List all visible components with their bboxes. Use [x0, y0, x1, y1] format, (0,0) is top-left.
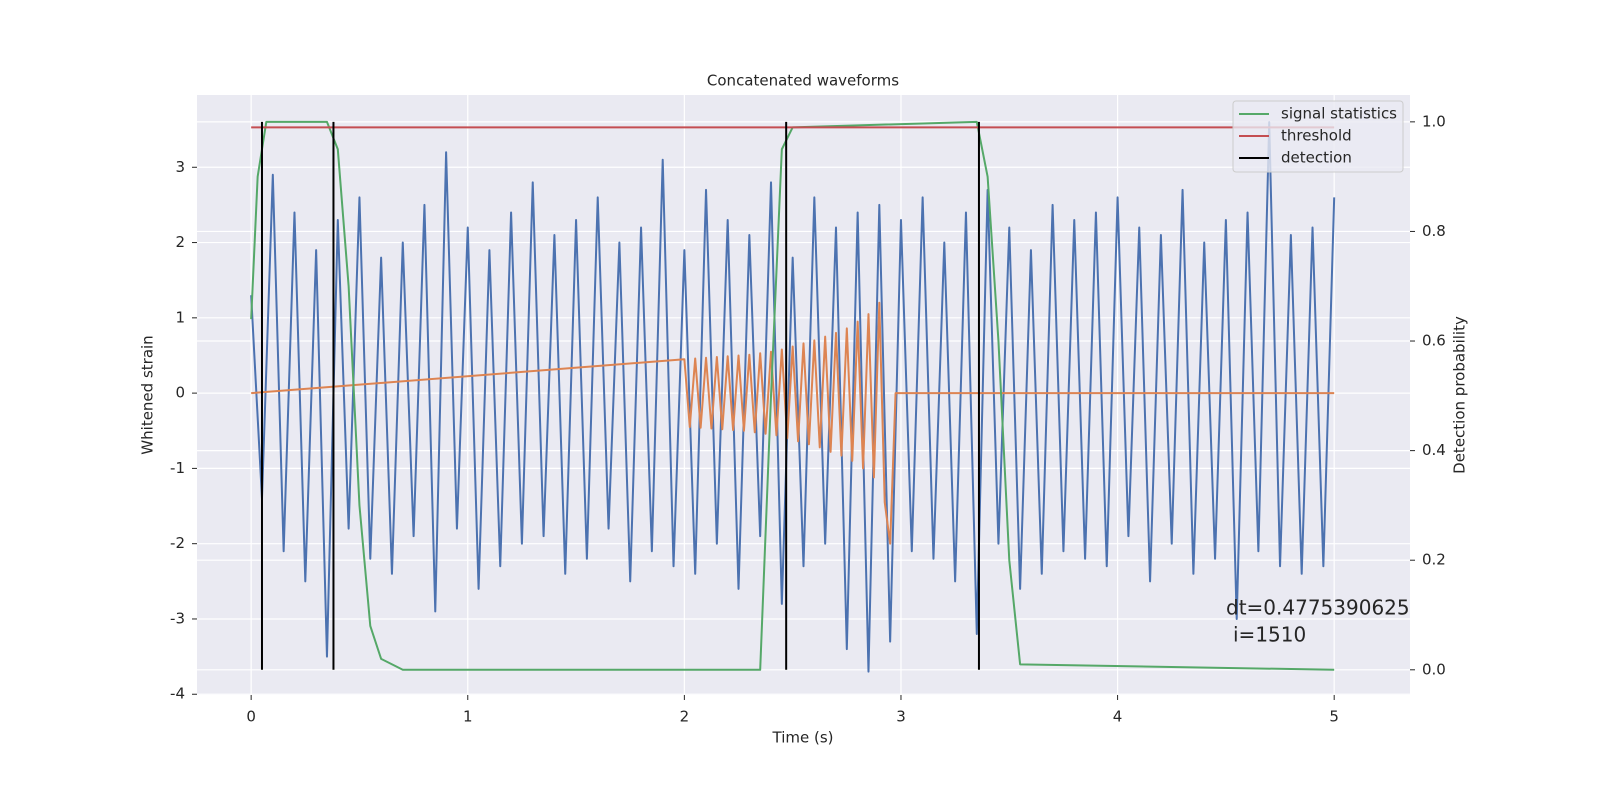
y2-tick-label: 0.2: [1422, 551, 1446, 569]
y-tick-label: 1: [175, 308, 185, 326]
x-tick-label: 0: [246, 708, 256, 726]
series-line: [250, 121, 1336, 673]
x-tick-label: 3: [896, 708, 906, 726]
x-tick-label: 4: [1113, 708, 1123, 726]
x-axis-label: Time (s): [772, 729, 834, 747]
y-tick-label: -1: [170, 459, 185, 477]
legend-label: detection: [1281, 149, 1352, 167]
chart-title: Concatenated waveforms: [707, 72, 899, 90]
y2-tick-label: 0.0: [1422, 660, 1446, 678]
x-tick-label: 2: [680, 708, 690, 726]
y-tick-label: -3: [170, 609, 185, 627]
x-tick-label: 1: [463, 708, 473, 726]
annotation: i=1510: [1233, 623, 1306, 647]
annotation: dt=0.4775390625: [1226, 596, 1410, 620]
x-tick-label: 5: [1329, 708, 1339, 726]
y-tick-label: -2: [170, 534, 185, 552]
y2-axis-label: Detection probability: [1451, 316, 1469, 474]
y2-tick-label: 0.4: [1422, 441, 1446, 459]
legend-label: threshold: [1281, 127, 1352, 145]
series-line: [251, 301, 1335, 545]
y-tick-label: 2: [175, 233, 185, 251]
y-axis-label: Whitened strain: [139, 335, 157, 454]
y-tick-label: -4: [170, 685, 185, 703]
y2-tick-label: 1.0: [1422, 112, 1446, 130]
y2-tick-label: 0.8: [1422, 222, 1446, 240]
plot-area: [197, 95, 1410, 695]
y2-tick-label: 0.6: [1422, 332, 1446, 350]
y-tick-label: 0: [175, 384, 185, 402]
legend-box: [1232, 100, 1404, 173]
y-tick-label: 3: [175, 158, 185, 176]
legend-label: signal statistics: [1281, 105, 1397, 123]
